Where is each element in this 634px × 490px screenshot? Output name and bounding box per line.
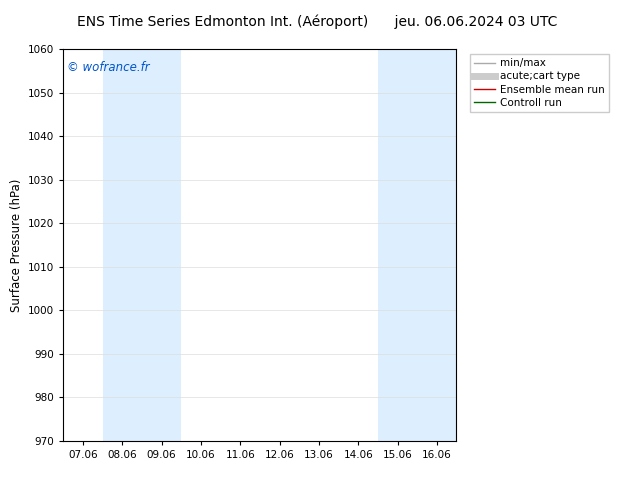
Bar [103,49,142,441]
Text: © wofrance.fr: © wofrance.fr [67,61,150,74]
Bar [142,49,181,441]
Bar [378,49,417,441]
Y-axis label: Surface Pressure (hPa): Surface Pressure (hPa) [10,178,23,312]
Legend: min/max, acute;cart type, Ensemble mean run, Controll run: min/max, acute;cart type, Ensemble mean … [470,54,609,112]
Bar [417,49,456,441]
Text: ENS Time Series Edmonton Int. (Aéroport)      jeu. 06.06.2024 03 UTC: ENS Time Series Edmonton Int. (Aéroport)… [77,15,557,29]
